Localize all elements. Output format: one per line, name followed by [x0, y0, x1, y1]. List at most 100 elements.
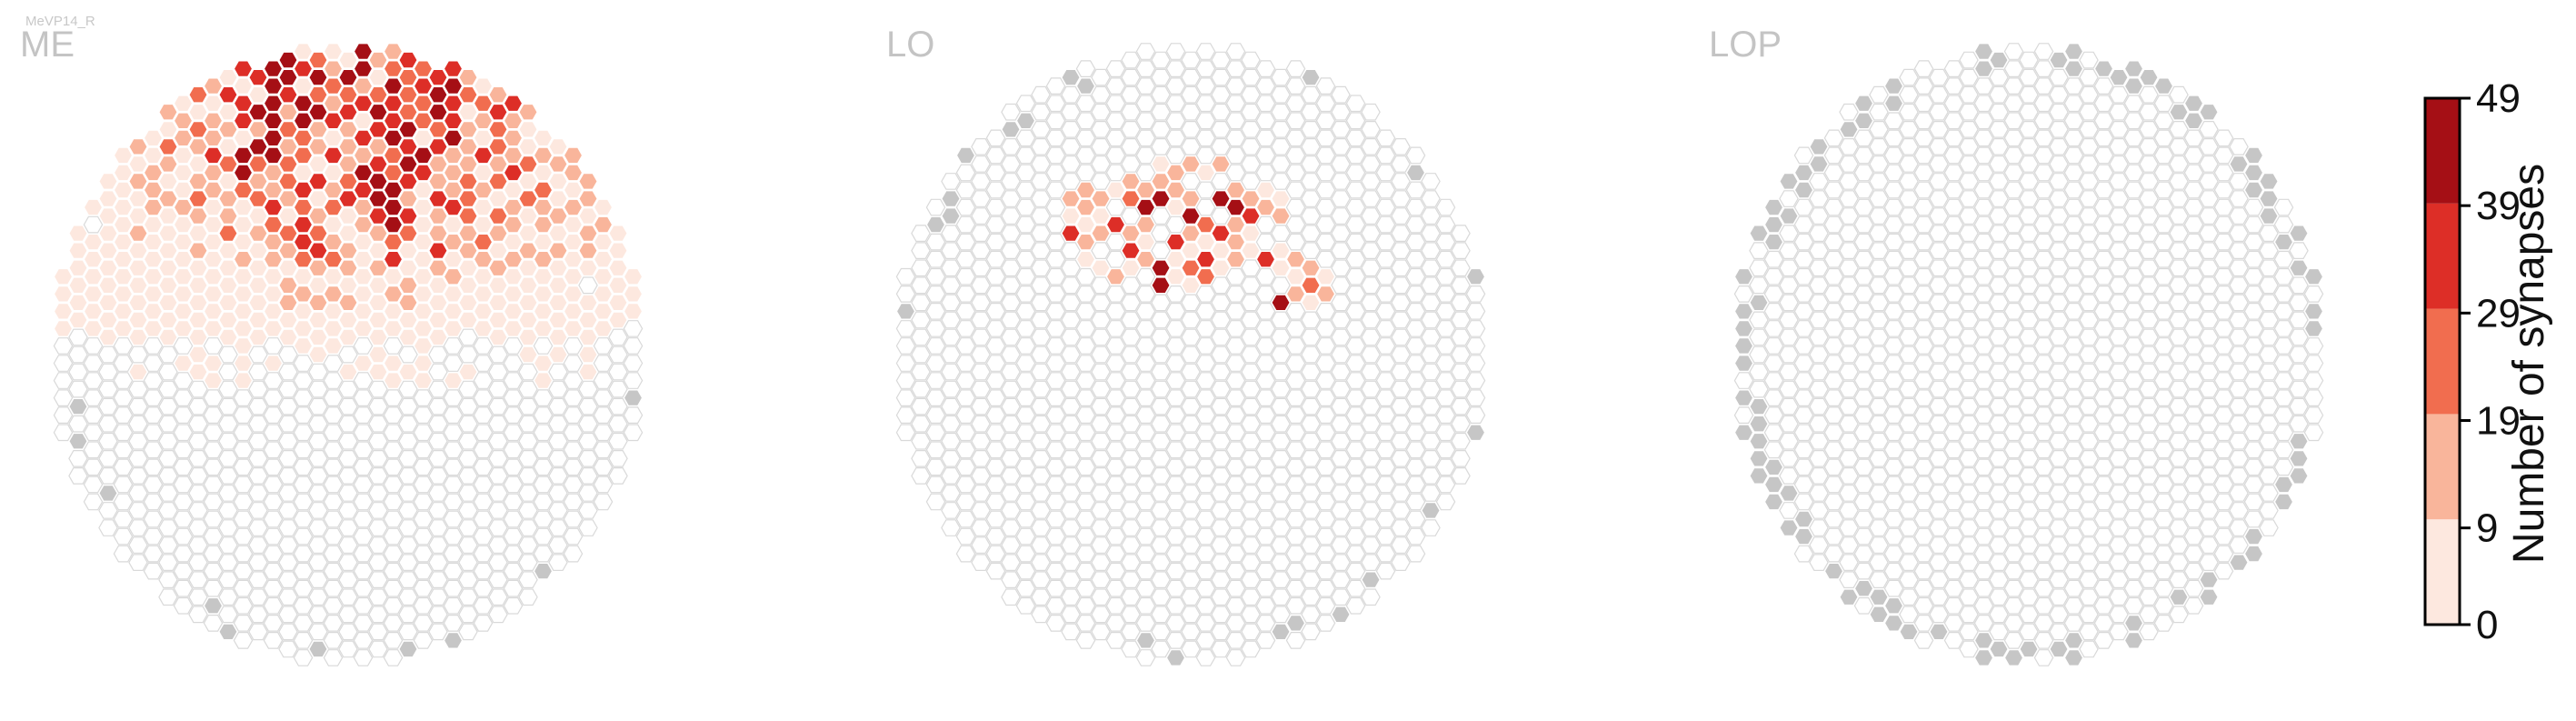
hex-column: [2139, 467, 2159, 485]
hex-column: [488, 242, 508, 259]
hex-column: [218, 276, 238, 295]
hex-column: [1001, 190, 1021, 207]
hex-column: [911, 311, 931, 329]
hex-column: [413, 77, 434, 95]
hex-column: [1135, 43, 1156, 60]
hex-column: [1839, 103, 1859, 121]
hex-column: [1421, 450, 1441, 467]
hex-column: [563, 164, 584, 182]
hex-column: [1225, 579, 1246, 597]
hex-column: [428, 467, 448, 485]
hex-column: [1241, 85, 1261, 104]
hex-column: [2139, 502, 2159, 519]
hex-column: [1255, 198, 1276, 216]
hex-column: [1749, 363, 1769, 381]
hex-column: [1361, 345, 1381, 364]
hex-column: [323, 43, 344, 60]
hex-column: [428, 571, 448, 588]
hex-column: [1225, 267, 1246, 285]
hex-column: [1375, 562, 1396, 580]
hex-column: [1451, 363, 1471, 381]
hex-column: [2109, 536, 2129, 554]
hex-column: [1121, 242, 1141, 259]
hex-column: [1211, 190, 1231, 207]
hex-column: [1929, 467, 1949, 485]
hex-column: [2153, 579, 2174, 597]
hex-column: [308, 536, 328, 554]
hex-column: [1075, 372, 1096, 389]
hex-column: [533, 320, 554, 337]
hex-column: [895, 372, 916, 389]
hex-column: [308, 259, 328, 277]
hex-column: [2183, 146, 2204, 165]
hex-column: [1779, 311, 1799, 329]
hex-column: [1361, 103, 1381, 121]
hex-column: [2183, 372, 2204, 389]
hex-column: [1959, 259, 1979, 277]
hex-column: [1135, 198, 1156, 216]
hex-column: [1045, 77, 1066, 95]
hex-column: [2183, 596, 2204, 615]
hex-column: [158, 311, 178, 329]
hex-column: [518, 328, 538, 346]
hex-column: [1793, 303, 1814, 320]
hex-column: [278, 155, 298, 173]
hex-column: [1405, 250, 1426, 268]
hex-column: [263, 215, 284, 234]
hex-column: [383, 233, 404, 251]
hex-column: [1211, 276, 1231, 295]
hex-column: [203, 441, 224, 459]
hex-column: [911, 415, 931, 433]
hex-column: [308, 485, 328, 502]
hex-column: [338, 397, 358, 416]
hex-column: [2049, 207, 2069, 225]
hex-column: [1913, 562, 1934, 580]
hex-column: [1331, 207, 1351, 225]
hex-column: [263, 112, 284, 130]
hex-column: [1151, 467, 1171, 485]
hex-column: [1121, 121, 1141, 138]
hex-column: [2003, 303, 2024, 320]
hex-column: [1151, 345, 1171, 364]
hex-column: [1763, 476, 1784, 494]
hex-column: [128, 311, 148, 329]
hex-column: [1091, 225, 1111, 242]
hex-column: [2063, 250, 2084, 268]
hex-column: [1913, 527, 1934, 546]
hex-column: [473, 303, 494, 320]
hex-column: [188, 328, 208, 346]
hex-column: [2229, 397, 2249, 416]
hex-column: [2213, 198, 2234, 216]
hex-column: [1181, 51, 1201, 69]
hex-column: [533, 181, 554, 199]
hex-column: [1913, 389, 1934, 406]
hex-column: [1271, 294, 1291, 312]
hex-column: [443, 389, 464, 406]
hex-column: [1271, 311, 1291, 329]
hex-column: [158, 554, 178, 571]
hex-column: [488, 103, 508, 121]
hex-column: [1195, 510, 1216, 528]
hex-column: [895, 389, 916, 406]
hex-column: [248, 606, 268, 624]
hex-column: [1465, 424, 1486, 442]
hex-column: [925, 389, 946, 406]
hex-column: [323, 545, 344, 563]
hex-column: [1913, 320, 1934, 337]
hex-column: [2003, 527, 2024, 546]
hex-column: [911, 450, 931, 467]
hex-column: [503, 441, 524, 459]
hex-column: [1733, 355, 1754, 372]
hex-column: [1285, 164, 1306, 182]
hex-column: [1241, 397, 1261, 416]
hex-column: [1061, 276, 1081, 295]
hex-column: [1899, 606, 1919, 624]
hex-column: [1375, 389, 1396, 406]
hex-column: [293, 596, 314, 615]
hex-column: [83, 215, 104, 234]
hex-column: [1823, 181, 1844, 199]
hex-column: [338, 502, 358, 519]
hex-column: [113, 372, 134, 389]
hex-column: [2093, 60, 2114, 77]
hex-column: [308, 554, 328, 571]
